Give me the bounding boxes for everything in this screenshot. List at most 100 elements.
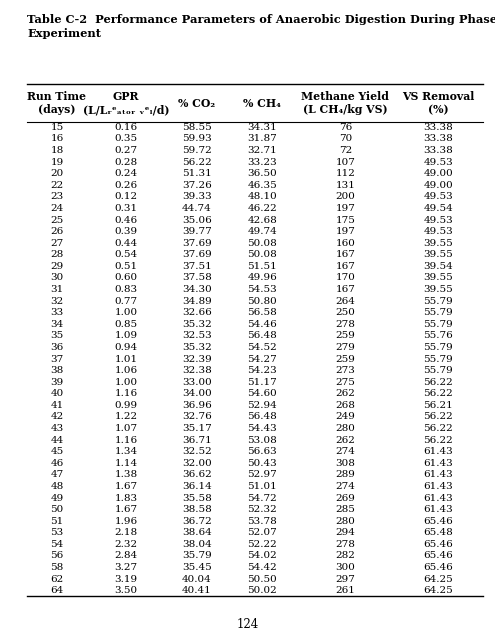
- Text: 0.85: 0.85: [115, 320, 138, 329]
- Text: VS Removal
(%): VS Removal (%): [402, 91, 474, 115]
- Text: 2.18: 2.18: [115, 528, 138, 537]
- Text: 1.96: 1.96: [115, 516, 138, 525]
- Text: 55.79: 55.79: [423, 343, 453, 352]
- Text: 37: 37: [50, 355, 63, 364]
- Text: 261: 261: [335, 586, 355, 595]
- Text: 1.01: 1.01: [115, 355, 138, 364]
- Text: 49.00: 49.00: [423, 181, 453, 190]
- Text: 70: 70: [339, 134, 352, 143]
- Text: 61.43: 61.43: [423, 493, 453, 502]
- Text: 37.26: 37.26: [182, 181, 212, 190]
- Text: 49.53: 49.53: [423, 193, 453, 202]
- Text: 39: 39: [50, 378, 63, 387]
- Text: 3.19: 3.19: [115, 575, 138, 584]
- Text: Run Time
(days): Run Time (days): [27, 91, 87, 115]
- Text: 39.55: 39.55: [423, 285, 453, 294]
- Text: 37.69: 37.69: [182, 250, 212, 259]
- Text: 49.53: 49.53: [423, 216, 453, 225]
- Text: 22: 22: [50, 181, 63, 190]
- Text: 46.22: 46.22: [248, 204, 277, 213]
- Text: 107: 107: [335, 157, 355, 166]
- Text: 34.30: 34.30: [182, 285, 212, 294]
- Text: 32.53: 32.53: [182, 332, 212, 340]
- Text: 40: 40: [50, 389, 63, 398]
- Text: 58: 58: [50, 563, 63, 572]
- Text: 273: 273: [335, 366, 355, 375]
- Text: 61.43: 61.43: [423, 459, 453, 468]
- Text: 50: 50: [50, 505, 63, 514]
- Text: 56: 56: [50, 552, 63, 561]
- Text: 300: 300: [335, 563, 355, 572]
- Text: 33.38: 33.38: [423, 134, 453, 143]
- Text: 61.43: 61.43: [423, 447, 453, 456]
- Text: 40.41: 40.41: [182, 586, 212, 595]
- Text: 54.46: 54.46: [248, 320, 277, 329]
- Text: 33.00: 33.00: [182, 378, 212, 387]
- Text: 1.14: 1.14: [115, 459, 138, 468]
- Text: 38.04: 38.04: [182, 540, 212, 549]
- Text: 49.00: 49.00: [423, 169, 453, 178]
- Text: 0.31: 0.31: [115, 204, 138, 213]
- Text: 52.32: 52.32: [248, 505, 277, 514]
- Text: 39.55: 39.55: [423, 273, 453, 282]
- Text: 3.27: 3.27: [115, 563, 138, 572]
- Text: 54.27: 54.27: [248, 355, 277, 364]
- Text: 2.32: 2.32: [115, 540, 138, 549]
- Text: 1.16: 1.16: [115, 389, 138, 398]
- Text: 47: 47: [50, 470, 63, 479]
- Text: 1.16: 1.16: [115, 436, 138, 445]
- Text: 56.22: 56.22: [423, 389, 453, 398]
- Text: 54.43: 54.43: [248, 424, 277, 433]
- Text: 32.38: 32.38: [182, 366, 212, 375]
- Text: 52.94: 52.94: [248, 401, 277, 410]
- Text: 52.22: 52.22: [248, 540, 277, 549]
- Text: 49.53: 49.53: [423, 157, 453, 166]
- Text: 35.32: 35.32: [182, 343, 212, 352]
- Text: 54.60: 54.60: [248, 389, 277, 398]
- Text: 1.22: 1.22: [115, 412, 138, 422]
- Text: 33.23: 33.23: [248, 157, 277, 166]
- Text: 72: 72: [339, 146, 352, 155]
- Text: 274: 274: [335, 482, 355, 491]
- Text: 50.43: 50.43: [248, 459, 277, 468]
- Text: 49.53: 49.53: [423, 227, 453, 236]
- Text: 264: 264: [335, 296, 355, 306]
- Text: 51.01: 51.01: [248, 482, 277, 491]
- Text: 51.51: 51.51: [248, 262, 277, 271]
- Text: 48.10: 48.10: [248, 193, 277, 202]
- Text: 56.22: 56.22: [182, 157, 212, 166]
- Text: 33: 33: [50, 308, 63, 317]
- Text: 62: 62: [50, 575, 63, 584]
- Text: 45: 45: [50, 447, 63, 456]
- Text: 35.17: 35.17: [182, 424, 212, 433]
- Text: 54.53: 54.53: [248, 285, 277, 294]
- Text: 285: 285: [335, 505, 355, 514]
- Text: 56.22: 56.22: [423, 412, 453, 422]
- Text: 27: 27: [50, 239, 63, 248]
- Text: 50.02: 50.02: [248, 586, 277, 595]
- Text: 56.21: 56.21: [423, 401, 453, 410]
- Text: GPR
(L/Lᵣᵉₐ⁣ₜₒᵣ ᵥᵉₗ/d): GPR (L/Lᵣᵉₐ⁣ₜₒᵣ ᵥᵉₗ/d): [83, 91, 169, 115]
- Text: 274: 274: [335, 447, 355, 456]
- Text: 34.89: 34.89: [182, 296, 212, 306]
- Text: 44.74: 44.74: [182, 204, 212, 213]
- Text: 34.00: 34.00: [182, 389, 212, 398]
- Text: 279: 279: [335, 343, 355, 352]
- Text: 30: 30: [50, 273, 63, 282]
- Text: 61.43: 61.43: [423, 505, 453, 514]
- Text: 64.25: 64.25: [423, 575, 453, 584]
- Text: 294: 294: [335, 528, 355, 537]
- Text: 197: 197: [335, 227, 355, 236]
- Text: 250: 250: [335, 308, 355, 317]
- Text: 35.06: 35.06: [182, 216, 212, 225]
- Text: 23: 23: [50, 193, 63, 202]
- Text: 52.07: 52.07: [248, 528, 277, 537]
- Text: 28: 28: [50, 250, 63, 259]
- Text: 36.14: 36.14: [182, 482, 212, 491]
- Text: 41: 41: [50, 401, 63, 410]
- Text: 0.26: 0.26: [115, 181, 138, 190]
- Text: 55.79: 55.79: [423, 320, 453, 329]
- Text: 0.12: 0.12: [115, 193, 138, 202]
- Text: 282: 282: [335, 552, 355, 561]
- Text: 0.28: 0.28: [115, 157, 138, 166]
